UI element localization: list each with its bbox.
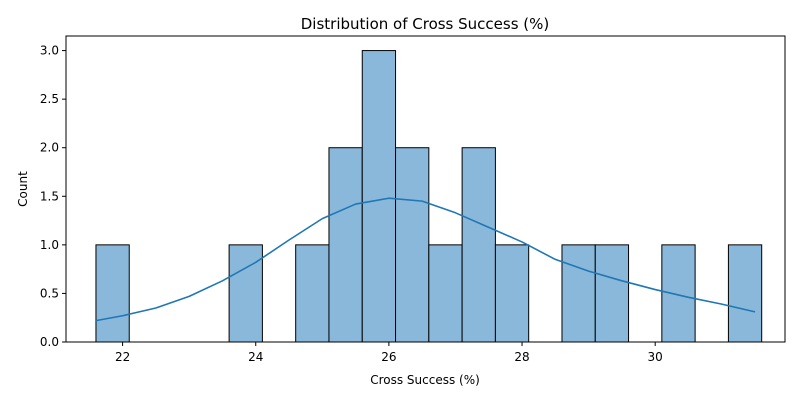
x-tick-label: 22: [115, 350, 130, 364]
y-axis: 0.0 0.5 1.0 1.5 2.0 2.5 3.0: [40, 44, 66, 349]
histogram-bar-0: [95, 244, 130, 343]
x-axis: 22 24 26 28 30: [115, 342, 663, 364]
y-tick-label: 0.0: [40, 335, 59, 349]
histogram-bar-14: [561, 244, 596, 343]
histogram-bar-17: [661, 244, 696, 343]
x-axis-label: Cross Success (%): [370, 373, 480, 387]
histogram-bar-12: [494, 244, 530, 343]
y-tick-label: 3.0: [40, 44, 59, 58]
y-tick-label: 1.0: [40, 238, 59, 252]
histogram-bar-4: [228, 244, 263, 343]
histogram-bar-10: [428, 244, 463, 343]
histogram-bar-8: [361, 50, 397, 343]
chart-title: Distribution of Cross Success (%): [301, 15, 550, 33]
histogram-bar-7: [328, 147, 363, 343]
x-tick-label: 24: [248, 350, 263, 364]
kde-curve: [95, 197, 756, 322]
plot-frame: [65, 35, 786, 343]
y-tick-label: 2.0: [40, 141, 59, 155]
y-axis-label: Count: [16, 171, 30, 207]
y-tick-label: 0.5: [40, 286, 59, 300]
y-tick-label: 2.5: [40, 92, 59, 106]
x-tick-label: 30: [648, 350, 663, 364]
histogram-bar-9: [395, 147, 430, 343]
x-tick-label: 26: [381, 350, 396, 364]
bars-layer: [95, 50, 763, 343]
x-tick-label: 28: [514, 350, 529, 364]
histogram-bar-6: [295, 244, 330, 343]
kde-layer: [95, 197, 756, 322]
histogram-bar-11: [461, 147, 496, 343]
histogram-bar-15: [594, 244, 630, 343]
y-tick-label: 1.5: [40, 189, 59, 203]
histogram-bar-19: [727, 244, 763, 343]
